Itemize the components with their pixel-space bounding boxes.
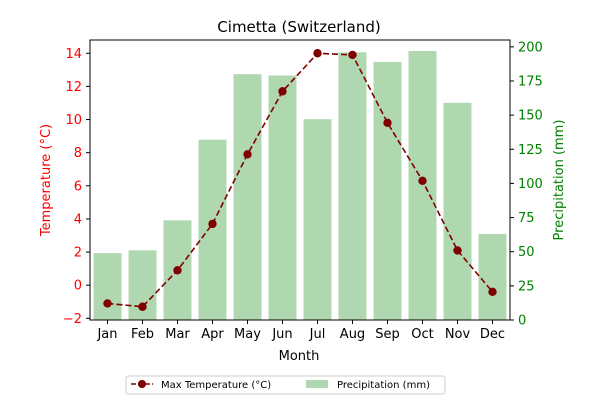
x-tick-label: Sep	[375, 327, 400, 342]
y-axis-label-left: Temperature (°C)	[39, 124, 54, 237]
legend-label-temperature: Max Temperature (°C)	[161, 380, 271, 391]
y-left-tick-label: 10	[65, 113, 82, 128]
x-tick-label: Nov	[445, 327, 471, 342]
temperature-point-oct	[418, 176, 427, 186]
legend-label-precipitation: Precipitation (mm)	[337, 380, 430, 391]
precipitation-bar-apr	[198, 139, 227, 320]
x-tick-label: Jun	[271, 327, 292, 342]
bars-layer	[93, 50, 507, 321]
legend-frame	[125, 375, 446, 395]
precipitation-bar-dec	[478, 233, 507, 320]
x-tick-label: May	[234, 327, 261, 342]
y-right-tick-label: 75	[518, 211, 535, 226]
x-tick-label: Jul	[309, 327, 326, 342]
y-right-tick-label: 200	[518, 40, 543, 55]
y-left-tick-label: 2	[74, 246, 82, 261]
y-right-tick-label: 150	[518, 109, 543, 124]
temperature-point-nov	[453, 246, 462, 255]
x-tick-label: Apr	[201, 327, 224, 342]
x-axis-label: Month	[279, 349, 320, 364]
plot-frame	[89, 39, 511, 321]
legend-marker-swatch	[138, 380, 146, 388]
x-tick-label: Aug	[340, 327, 365, 342]
precipitation-bar-aug	[338, 52, 367, 320]
temperature-point-mar	[173, 266, 182, 275]
y-left-tick-label: 6	[74, 179, 82, 194]
precipitation-bar-oct	[408, 50, 437, 321]
legend: Max Temperature (°C) Precipitation (mm)	[125, 375, 446, 395]
y-left-tick-label: 8	[74, 146, 82, 161]
temperature-point-aug	[348, 50, 357, 60]
precipitation-bar-jan	[93, 253, 122, 320]
precipitation-bar-jul	[303, 119, 332, 320]
y-axis-label-right: Precipitation (mm)	[552, 120, 567, 241]
y-right-tick-label: 125	[518, 143, 543, 158]
temperature-line	[107, 52, 494, 308]
y-right-tick-label: 25	[518, 279, 535, 294]
x-tick-label: Jan	[96, 327, 117, 342]
y-left-tick-label: 4	[74, 212, 82, 227]
temperature-point-jan	[103, 299, 112, 308]
temperature-point-apr	[208, 219, 217, 229]
legend-bar-swatch	[306, 380, 328, 388]
temperature-point-jul	[313, 49, 322, 58]
y-left-tick-label: 0	[74, 279, 82, 294]
y-right-tick-label: 0	[518, 314, 526, 329]
precipitation-bar-nov	[443, 102, 472, 320]
temperature-point-feb	[138, 302, 147, 311]
y-right-tick-label: 100	[518, 177, 543, 192]
precipitation-bar-may	[233, 74, 262, 321]
temperature-point-may	[243, 150, 252, 159]
x-tick-label: Oct	[411, 327, 433, 342]
precipitation-bar-jun	[268, 75, 297, 320]
temperature-point-jun	[278, 87, 287, 96]
x-tick-label: Feb	[131, 327, 154, 342]
line-layer	[103, 49, 497, 311]
chart-title: Cimetta (Switzerland)	[217, 18, 380, 36]
y-left-tick-label: 12	[65, 80, 82, 95]
x-tick-label: Mar	[165, 327, 190, 342]
temperature-point-sep	[383, 118, 392, 128]
axes-layer: Jan Feb Mar Apr May Jun Jul Aug Sep Oct Nov Dec −2 0 2…	[63, 39, 543, 342]
precipitation-bar-sep	[373, 61, 402, 320]
y-right-tick-label: 175	[518, 74, 543, 89]
temperature-point-dec	[488, 287, 497, 297]
x-tick-label: Dec	[480, 327, 505, 342]
y-left-tick-label: −2	[63, 312, 82, 327]
y-left-tick-label: 14	[65, 47, 82, 62]
y-right-tick-label: 50	[518, 245, 535, 260]
